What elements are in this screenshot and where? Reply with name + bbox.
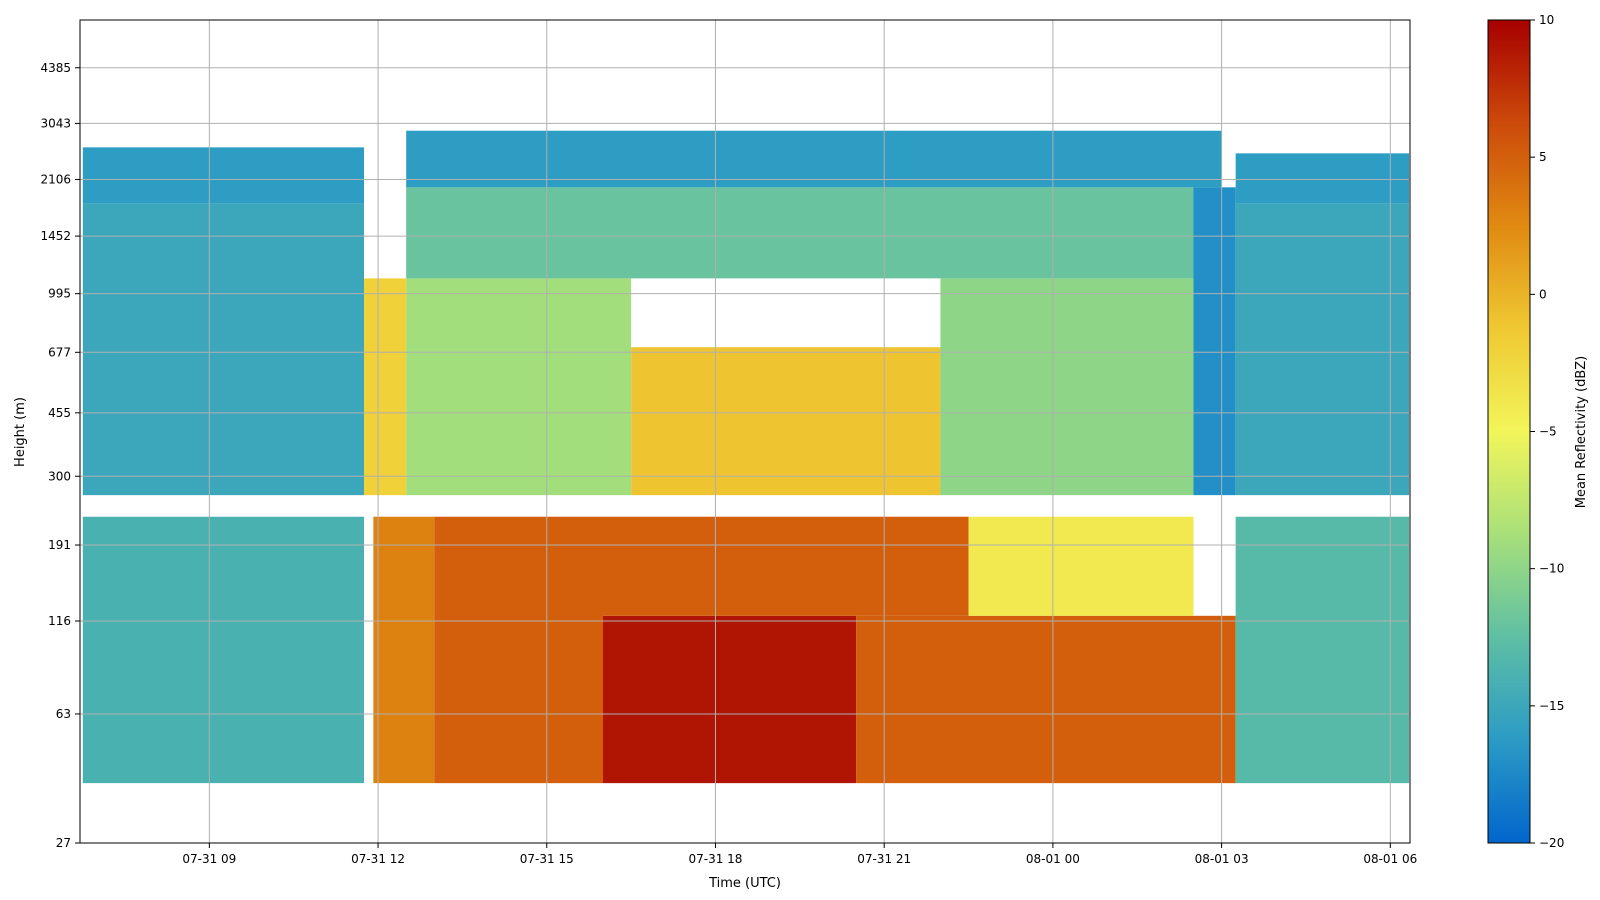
- field-cell: [82, 203, 364, 496]
- y-tick-label: 1452: [40, 229, 71, 243]
- y-tick-label: 3043: [40, 116, 71, 130]
- field-cell: [406, 187, 1194, 279]
- colorbar-label: Mean Reflectivity (dBZ): [1574, 356, 1589, 509]
- y-tick-label: 27: [56, 836, 71, 850]
- x-tick-label: 07-31 18: [688, 852, 742, 866]
- y-tick-label: 116: [48, 614, 71, 628]
- plot-frame: [79, 19, 1411, 844]
- field-cell: [406, 278, 632, 496]
- field-cell: [856, 615, 1236, 784]
- colorbar-tick-label: −20: [1539, 836, 1564, 850]
- y-tick-label: 995: [48, 287, 71, 301]
- y-axis-label: Height (m): [13, 397, 28, 467]
- x-axis-label: Time (UTC): [708, 876, 781, 891]
- y-tick-label: 677: [48, 345, 71, 359]
- colorbar-tick-label: −5: [1539, 425, 1557, 439]
- field-cell: [631, 347, 941, 496]
- field-cell: [1235, 516, 1410, 784]
- field-cell: [373, 516, 435, 784]
- x-tick-label: 07-31 21: [857, 852, 911, 866]
- x-tick-label: 07-31 15: [520, 852, 574, 866]
- y-tick-label: 63: [56, 707, 71, 721]
- x-tick-label: 07-31 09: [182, 852, 236, 866]
- x-tick-label: 07-31 12: [351, 852, 405, 866]
- field-cell: [603, 615, 857, 784]
- colorbar-tick-label: −10: [1539, 562, 1564, 576]
- colorbar-tick-label: 0: [1539, 287, 1547, 301]
- field-cell: [82, 516, 364, 784]
- y-tick-label: 4385: [40, 61, 71, 75]
- colorbar: [1487, 19, 1531, 844]
- field-cell: [1235, 153, 1410, 204]
- field-cell: [603, 516, 969, 616]
- y-axis-ticks: 27 63 116 191 300 455 677 995 1452 2106 3043 4385: [40, 61, 80, 850]
- y-tick-label: 455: [48, 406, 71, 420]
- field-cell: [968, 516, 1194, 616]
- colorbar-tick-label: 5: [1539, 150, 1547, 164]
- field-cell: [940, 278, 1194, 496]
- x-tick-label: 08-01 06: [1363, 852, 1417, 866]
- grid: [80, 20, 1410, 844]
- x-tick-label: 08-01 03: [1195, 852, 1249, 866]
- colorbar-tick-label: 10: [1539, 13, 1554, 27]
- y-tick-label: 2106: [40, 172, 71, 186]
- colorbar-ticks: 10 5 0 −5 −10 −15 −20: [1530, 13, 1564, 850]
- y-tick-label: 191: [48, 538, 71, 552]
- field-cell: [1235, 203, 1410, 496]
- x-tick-label: 08-01 00: [1026, 852, 1080, 866]
- field-cell: [363, 278, 407, 496]
- field-cell: [1193, 187, 1236, 496]
- reflectivity-field: [82, 130, 1410, 784]
- x-axis-ticks: 07-31 09 07-31 12 07-31 15 07-31 18 07-31 21…: [182, 843, 1417, 866]
- colorbar-tick-label: −15: [1539, 699, 1564, 713]
- field-cell: [82, 147, 364, 204]
- field-cell: [406, 130, 1222, 188]
- y-tick-label: 300: [48, 469, 71, 483]
- field-cell: [434, 516, 604, 784]
